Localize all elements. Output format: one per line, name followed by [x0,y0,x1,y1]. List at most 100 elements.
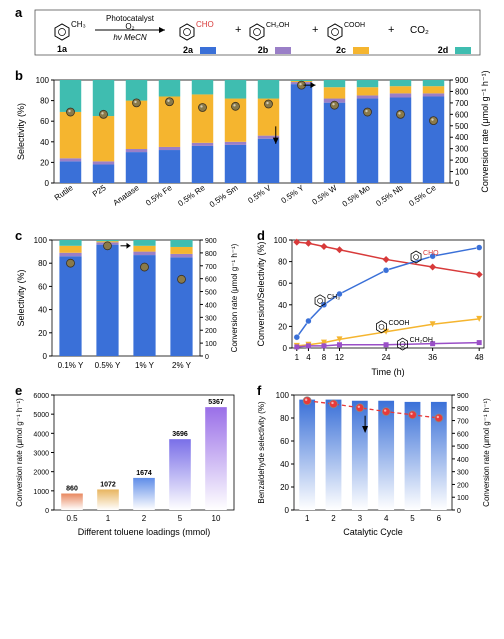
svg-text:6000: 6000 [33,393,49,400]
svg-text:CH₃: CH₃ [327,294,340,301]
svg-text:800: 800 [455,87,469,96]
svg-text:20: 20 [280,483,289,492]
svg-text:40: 40 [40,138,49,147]
svg-text:60: 60 [280,437,289,446]
svg-text:20: 20 [40,158,49,167]
panel-f-chart: 0204060801000100200300400500600700800900… [252,383,494,538]
panel-d: d 02040608010014812243648Time (h)Convers… [252,228,494,378]
svg-text:COOH: COOH [388,320,409,327]
svg-text:80: 80 [40,97,49,106]
svg-text:300: 300 [457,470,469,477]
svg-text:700: 700 [457,419,469,426]
svg-text:Selectivity (%): Selectivity (%) [16,269,26,326]
svg-text:3: 3 [358,514,363,523]
svg-text:200: 200 [455,156,469,165]
svg-text:200: 200 [457,482,469,489]
svg-text:600: 600 [205,277,217,284]
svg-text:20: 20 [278,322,287,331]
svg-text:0: 0 [43,352,48,361]
svg-text:1072: 1072 [100,481,116,488]
svg-text:2% Y: 2% Y [172,361,192,370]
panel-b: b 02040608010001002003004005006007008009… [10,68,494,223]
svg-text:860: 860 [66,486,78,493]
svg-text:0.5% Ce: 0.5% Ce [407,183,438,208]
svg-text:5: 5 [410,514,415,523]
panel-a-label: a [15,5,22,20]
svg-text:2: 2 [142,514,147,523]
svg-text:60: 60 [38,282,47,291]
svg-text:0: 0 [45,179,50,188]
svg-text:800: 800 [457,406,469,413]
svg-text:200: 200 [205,328,217,335]
svg-text:40: 40 [280,460,289,469]
svg-text:Time (h): Time (h) [371,367,404,377]
svg-text:Benzaldehyde selectivity (%): Benzaldehyde selectivity (%) [257,401,266,504]
svg-text:CHO: CHO [423,250,439,257]
svg-text:700: 700 [205,264,217,271]
svg-text:1: 1 [305,514,310,523]
svg-text:800: 800 [205,251,217,258]
svg-text:0.5% Nb: 0.5% Nb [374,183,405,208]
svg-text:300: 300 [455,145,469,154]
svg-text:1000: 1000 [33,489,49,496]
svg-text:0.5% Mo: 0.5% Mo [341,183,372,209]
svg-text:10: 10 [212,514,221,523]
svg-text:CH₂OH: CH₂OH [266,22,289,29]
svg-text:60: 60 [278,279,287,288]
svg-text:40: 40 [278,301,287,310]
svg-text:400: 400 [457,457,469,464]
svg-text:900: 900 [457,393,469,400]
svg-text:100: 100 [36,76,50,85]
panel-b-label: b [15,68,23,83]
panel-f: f 02040608010001002003004005006007008009… [252,383,494,538]
p4-label: 2d [438,45,449,55]
svg-text:80: 80 [278,258,287,267]
svg-text:CH₂OH: CH₂OH [410,337,433,344]
svg-text:1% Y: 1% Y [135,361,155,370]
svg-text:Selectivity (%): Selectivity (%) [16,103,26,160]
svg-text:4: 4 [384,514,389,523]
svg-text:80: 80 [280,414,289,423]
panel-c: c 02040608010001002003004005006007008009… [10,228,242,378]
svg-text:40: 40 [38,306,47,315]
panel-b-chart: 0204060801000100200300400500600700800900… [10,68,494,223]
svg-text:0.5% Y: 0.5% Y [95,361,121,370]
svg-text:P25: P25 [91,183,108,199]
svg-text:80: 80 [38,259,47,268]
panel-a: a CH₃ 1a Photocatalyst O₂ hν MeCN CHO 2a… [10,5,494,63]
svg-text:5: 5 [178,514,183,523]
panel-f-label: f [257,383,261,398]
svg-text:0.5: 0.5 [66,514,78,523]
svg-text:500: 500 [455,122,469,131]
svg-text:100: 100 [276,391,290,400]
svg-text:5000: 5000 [33,412,49,419]
panel-d-chart: 02040608010014812243648Time (h)Conversio… [252,228,494,378]
svg-text:0.5% Sm: 0.5% Sm [208,183,240,209]
svg-text:8: 8 [322,353,327,362]
svg-text:100: 100 [457,495,469,502]
svg-text:1: 1 [295,353,300,362]
svg-text:CH₃: CH₃ [71,20,86,29]
svg-text:700: 700 [455,99,469,108]
svg-text:3000: 3000 [33,451,49,458]
svg-text:0: 0 [457,508,461,515]
svg-text:100: 100 [34,236,48,245]
svg-text:2000: 2000 [33,470,49,477]
svg-text:900: 900 [455,76,469,85]
reaction-scheme: CH₃ 1a Photocatalyst O₂ hν MeCN CHO 2a +… [10,5,494,63]
panel-c-label: c [15,228,22,243]
svg-text:+: + [235,24,241,36]
svg-text:0: 0 [455,179,460,188]
svg-text:0.5% Y: 0.5% Y [279,183,306,205]
svg-text:CHO: CHO [196,20,214,29]
svg-text:Conversion rate (μmol g⁻¹ h⁻¹): Conversion rate (μmol g⁻¹ h⁻¹) [15,398,24,507]
panel-d-label: d [257,228,265,243]
svg-text:2: 2 [331,514,336,523]
svg-text:Catalytic Cycle: Catalytic Cycle [343,527,403,537]
svg-text:0.1% Y: 0.1% Y [58,361,84,370]
svg-text:0: 0 [285,506,290,515]
svg-text:Anatase: Anatase [111,183,141,208]
svg-text:24: 24 [382,353,391,362]
svg-text:Conversion/Selectivity (%): Conversion/Selectivity (%) [256,241,266,346]
svg-text:4000: 4000 [33,431,49,438]
